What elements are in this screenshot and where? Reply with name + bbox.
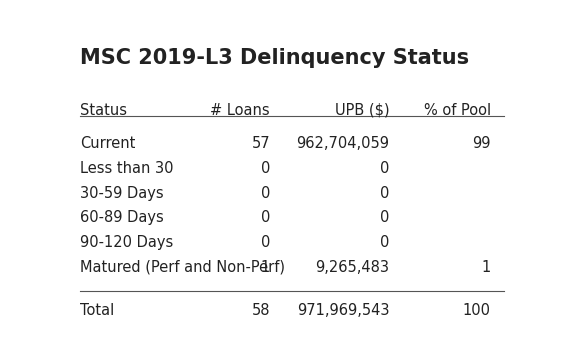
Text: # Loans: # Loans (210, 103, 270, 118)
Text: Matured (Perf and Non-Perf): Matured (Perf and Non-Perf) (80, 260, 285, 275)
Text: 0: 0 (380, 161, 389, 176)
Text: 58: 58 (251, 303, 270, 317)
Text: Less than 30: Less than 30 (80, 161, 174, 176)
Text: 971,969,543: 971,969,543 (297, 303, 389, 317)
Text: 0: 0 (260, 186, 270, 201)
Text: 100: 100 (463, 303, 491, 317)
Text: 57: 57 (251, 136, 270, 151)
Text: Status: Status (80, 103, 127, 118)
Text: 1: 1 (482, 260, 491, 275)
Text: 9,265,483: 9,265,483 (315, 260, 389, 275)
Text: UPB ($): UPB ($) (335, 103, 389, 118)
Text: 0: 0 (380, 235, 389, 250)
Text: % of Pool: % of Pool (424, 103, 491, 118)
Text: 90-120 Days: 90-120 Days (80, 235, 173, 250)
Text: Current: Current (80, 136, 136, 151)
Text: 0: 0 (260, 161, 270, 176)
Text: Total: Total (80, 303, 115, 317)
Text: 60-89 Days: 60-89 Days (80, 210, 164, 225)
Text: 0: 0 (260, 210, 270, 225)
Text: 99: 99 (473, 136, 491, 151)
Text: 962,704,059: 962,704,059 (296, 136, 389, 151)
Text: 0: 0 (380, 210, 389, 225)
Text: 0: 0 (380, 186, 389, 201)
Text: 1: 1 (261, 260, 270, 275)
Text: 30-59 Days: 30-59 Days (80, 186, 164, 201)
Text: MSC 2019-L3 Delinquency Status: MSC 2019-L3 Delinquency Status (80, 48, 469, 68)
Text: 0: 0 (260, 235, 270, 250)
